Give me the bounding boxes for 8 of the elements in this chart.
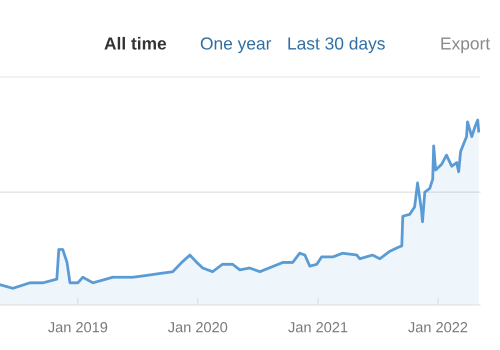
x-tick-label: Jan 2022 <box>408 322 468 332</box>
x-tick-label: Jan 2019 <box>48 322 108 332</box>
x-tick-label: Jan 2020 <box>168 322 228 332</box>
text: One year <box>200 37 272 54</box>
text: All time <box>104 36 166 50</box>
text: Last 30 days <box>288 36 385 54</box>
text: Export <box>441 38 490 54</box>
x-tick-label: Jan 2021 <box>288 322 348 332</box>
